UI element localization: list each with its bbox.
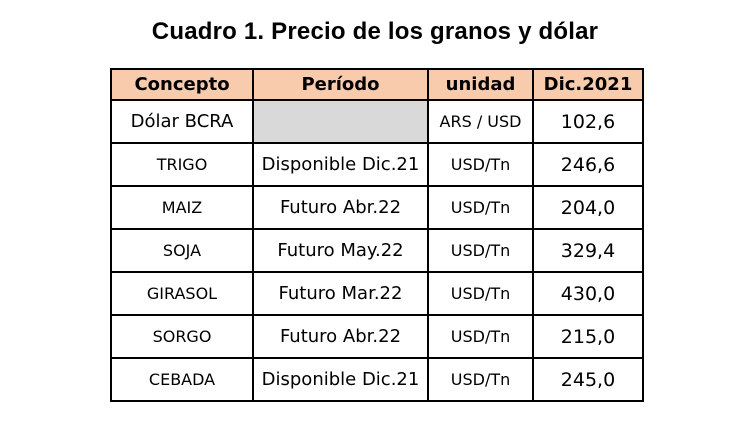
cell-valor: 329,4 xyxy=(532,228,644,273)
table-row: Dólar BCRA ARS / USD 102,6 xyxy=(110,99,644,144)
cell-periodo: Futuro Abr.22 xyxy=(252,185,429,230)
cell-unidad: USD/Tn xyxy=(427,271,534,316)
table-row: GIRASOL Futuro Mar.22 USD/Tn 430,0 xyxy=(110,271,644,316)
cell-valor: 246,6 xyxy=(532,142,644,187)
cell-periodo: Futuro Mar.22 xyxy=(252,271,429,316)
cell-concepto: CEBADA xyxy=(110,357,254,402)
cell-periodo: Futuro Abr.22 xyxy=(252,314,429,359)
table-row: TRIGO Disponible Dic.21 USD/Tn 246,6 xyxy=(110,142,644,187)
cell-periodo: Disponible Dic.21 xyxy=(252,142,429,187)
price-table: Concepto Período unidad Dic.2021 Dólar B… xyxy=(110,68,644,402)
cell-valor: 430,0 xyxy=(532,271,644,316)
cell-concepto: SORGO xyxy=(110,314,254,359)
header-unidad: unidad xyxy=(427,68,534,101)
cell-concepto: TRIGO xyxy=(110,142,254,187)
cell-concepto: Dólar BCRA xyxy=(110,99,254,144)
cell-valor: 245,0 xyxy=(532,357,644,402)
cell-unidad: USD/Tn xyxy=(427,228,534,273)
cell-unidad: USD/Tn xyxy=(427,142,534,187)
cell-periodo: Disponible Dic.21 xyxy=(252,357,429,402)
cell-concepto: GIRASOL xyxy=(110,271,254,316)
cell-valor: 215,0 xyxy=(532,314,644,359)
cell-unidad: USD/Tn xyxy=(427,185,534,230)
cell-concepto: MAIZ xyxy=(110,185,254,230)
table-row: CEBADA Disponible Dic.21 USD/Tn 245,0 xyxy=(110,357,644,402)
table-row: SORGO Futuro Abr.22 USD/Tn 215,0 xyxy=(110,314,644,359)
header-valor: Dic.2021 xyxy=(532,68,644,101)
header-row: Concepto Período unidad Dic.2021 xyxy=(110,68,644,101)
cell-periodo-empty xyxy=(252,99,429,144)
cell-unidad: USD/Tn xyxy=(427,357,534,402)
table-row: SOJA Futuro May.22 USD/Tn 329,4 xyxy=(110,228,644,273)
cell-concepto: SOJA xyxy=(110,228,254,273)
table-row: MAIZ Futuro Abr.22 USD/Tn 204,0 xyxy=(110,185,644,230)
cell-unidad: ARS / USD xyxy=(427,99,534,144)
cell-valor: 204,0 xyxy=(532,185,644,230)
header-periodo: Período xyxy=(252,68,429,101)
cell-valor: 102,6 xyxy=(532,99,644,144)
cell-unidad: USD/Tn xyxy=(427,314,534,359)
cell-periodo: Futuro May.22 xyxy=(252,228,429,273)
header-concepto: Concepto xyxy=(110,68,254,101)
table-title: Cuadro 1. Precio de los granos y dólar xyxy=(151,18,599,45)
